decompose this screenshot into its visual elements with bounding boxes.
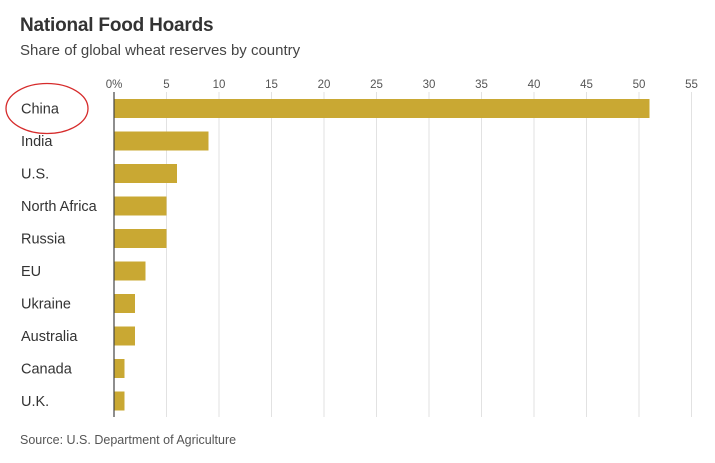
bar (114, 229, 167, 248)
x-tick-label: 25 (370, 79, 383, 91)
category-label: U.K. (21, 394, 49, 410)
x-tick-label: 45 (580, 79, 593, 91)
bar (114, 326, 135, 346)
category-label: North Africa (21, 199, 98, 215)
x-tick-label: 50 (633, 79, 646, 91)
x-tick-label: 0% (106, 79, 123, 91)
bar (114, 261, 146, 281)
x-tick-label: 30 (423, 79, 436, 91)
category-label: Canada (21, 362, 73, 378)
category-label: Russia (21, 232, 66, 248)
bar (114, 359, 125, 378)
chart-subtitle: Share of global wheat reserves by countr… (20, 42, 301, 59)
category-label: India (21, 134, 53, 150)
x-tick-label: 40 (528, 79, 541, 91)
x-tick-label: 55 (685, 79, 698, 91)
category-label: U.S. (21, 167, 49, 183)
bar (114, 99, 650, 118)
bar (114, 131, 209, 151)
category-label: Australia (21, 329, 78, 345)
x-tick-label: 5 (163, 79, 169, 91)
bar (114, 164, 177, 183)
chart-title: National Food Hoards (20, 15, 214, 36)
x-tick-label: 35 (475, 79, 488, 91)
category-label: Ukraine (21, 297, 71, 313)
category-label: EU (21, 264, 41, 280)
x-tick-label: 15 (265, 79, 278, 91)
category-label: China (21, 102, 60, 118)
bar (114, 294, 135, 313)
x-tick-label: 20 (318, 79, 331, 91)
source-note: Source: U.S. Department of Agriculture (20, 433, 237, 447)
bar (114, 391, 125, 411)
highlight-ellipse (5, 82, 89, 135)
x-tick-label: 10 (213, 79, 226, 91)
bar (114, 196, 167, 216)
